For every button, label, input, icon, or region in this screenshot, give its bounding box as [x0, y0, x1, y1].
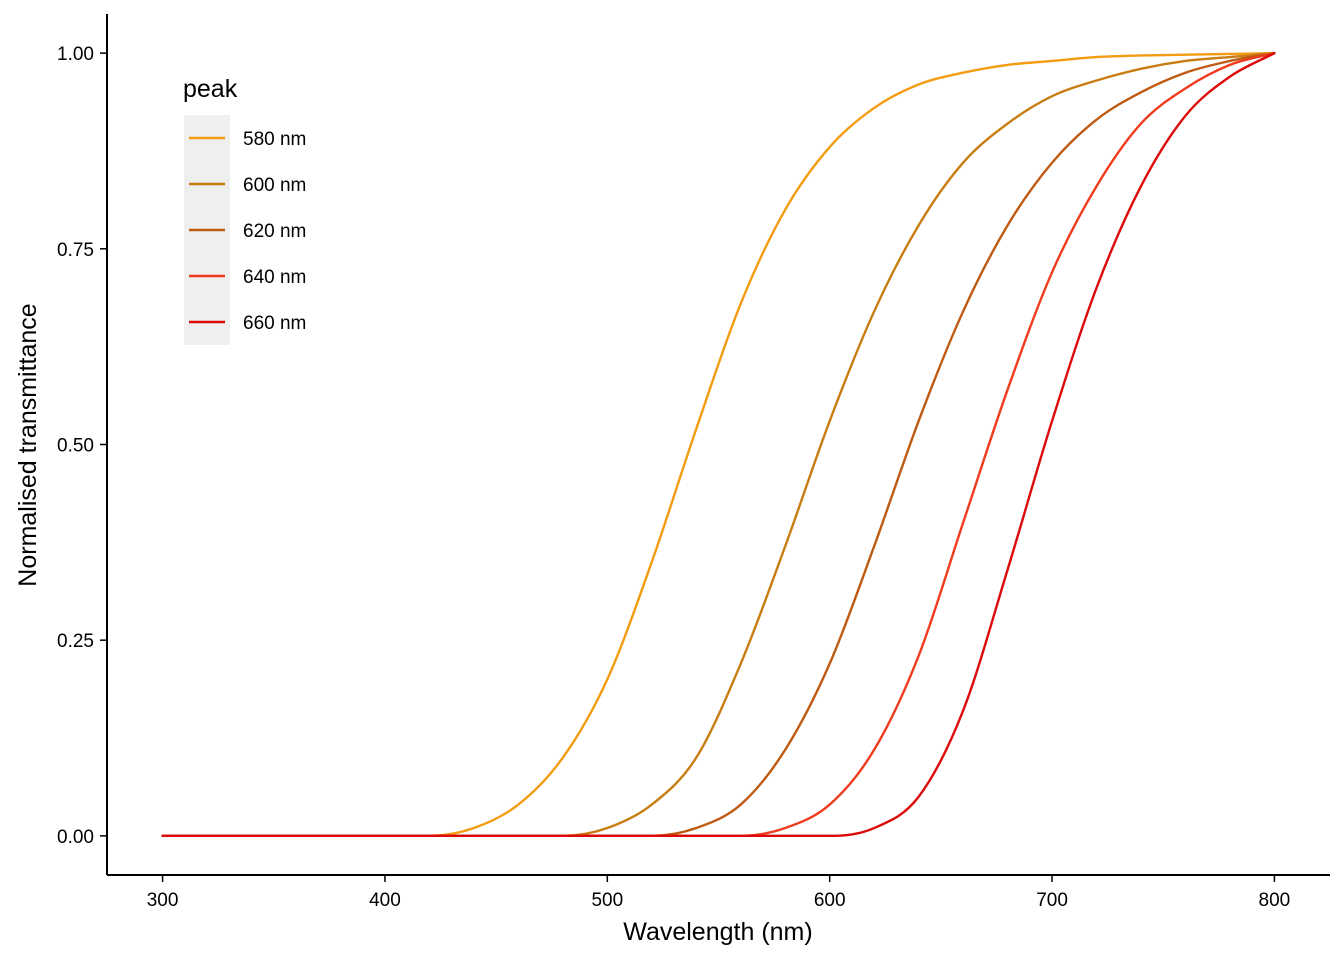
series-line-660-nm	[161, 51, 1276, 838]
legend-label: 620 nm	[243, 221, 306, 242]
series-line-620-nm	[161, 51, 1276, 838]
legend-label: 600 nm	[243, 175, 306, 196]
x-tick-label: 400	[369, 890, 401, 911]
legend-items: 580 nm 600 nm 620 nm 640 nm 660 nm	[184, 115, 306, 345]
y-tick-label: 0.00	[57, 827, 94, 848]
series-line-600-nm	[161, 51, 1276, 838]
y-ticks: 0.00 0.25 0.50 0.75 1.00	[57, 44, 107, 848]
x-tick-label: 300	[147, 890, 179, 911]
series-line-640-nm	[161, 51, 1276, 838]
plot-lines	[161, 51, 1276, 838]
legend: peak 580 nm 600 nm 620 nm 640 nm 660 nm	[183, 75, 306, 345]
y-axis-title: Normalised transmittance	[14, 303, 42, 586]
x-tick-label: 800	[1259, 890, 1291, 911]
legend-label: 580 nm	[243, 129, 306, 150]
y-tick-label: 0.75	[57, 240, 94, 261]
x-ticks: 300 400 500 600 700 800	[147, 875, 1291, 911]
x-tick-label: 600	[814, 890, 846, 911]
x-tick-label: 500	[591, 890, 623, 911]
x-axis-title: Wavelength (nm)	[623, 918, 812, 946]
y-tick-label: 0.50	[57, 436, 94, 457]
series-line-580-nm	[161, 51, 1276, 838]
y-tick-label: 0.25	[57, 631, 94, 652]
legend-title: peak	[183, 75, 238, 103]
x-tick-label: 700	[1036, 890, 1068, 911]
y-tick-label: 1.00	[57, 44, 94, 65]
legend-label: 660 nm	[243, 313, 306, 334]
legend-label: 640 nm	[243, 267, 306, 288]
